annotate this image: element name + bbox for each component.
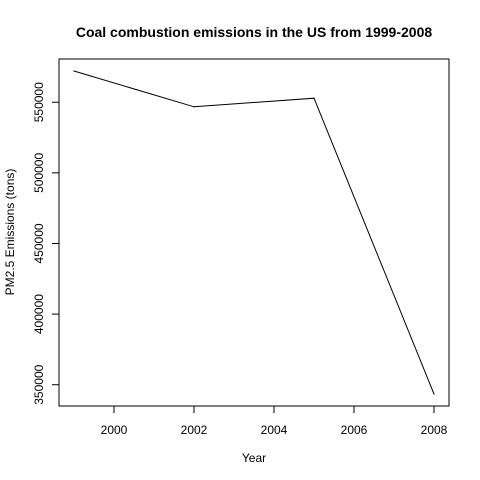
x-tick-label: 2006	[341, 423, 368, 437]
y-tick-label: 550000	[32, 82, 46, 122]
data-point	[433, 393, 435, 395]
series-line	[73, 70, 435, 395]
series-layer	[73, 70, 435, 395]
data-point	[313, 97, 315, 99]
y-axis-label: PM2.5 Emissions (tons)	[3, 169, 17, 296]
plot-frame	[58, 58, 450, 407]
y-tick-label: 450000	[32, 223, 46, 263]
chart-title: Coal combustion emissions in the US from…	[76, 24, 433, 40]
data-point	[193, 106, 195, 108]
x-tick-label: 2002	[181, 423, 208, 437]
y-tick-label: 350000	[32, 364, 46, 404]
y-axis: 350000 400000 450000 500000 550000	[32, 82, 59, 405]
x-axis: 2000 2002 2004 2006 2008	[101, 406, 448, 437]
x-tick-label: 2000	[101, 423, 128, 437]
x-tick-label: 2008	[421, 423, 448, 437]
data-point	[73, 70, 75, 72]
x-axis-label: Year	[242, 451, 266, 465]
y-tick-label: 400000	[32, 294, 46, 334]
x-tick-label: 2004	[261, 423, 288, 437]
y-tick-label: 500000	[32, 153, 46, 193]
